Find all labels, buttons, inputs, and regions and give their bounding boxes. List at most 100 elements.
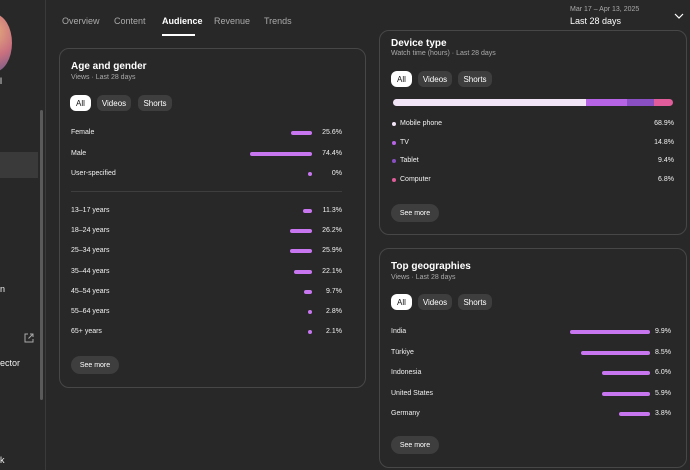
chip-all[interactable]: All <box>391 71 412 87</box>
geography-label: Indonesia <box>391 369 422 376</box>
legend-dot <box>392 159 396 163</box>
row-label: Male <box>71 149 87 157</box>
legend-dot <box>392 122 396 126</box>
row-bar <box>303 289 312 294</box>
chip-shorts[interactable]: Shorts <box>138 95 172 111</box>
date-range-text: Mar 17 – Apr 13, 2025 <box>570 6 640 13</box>
chip-all[interactable]: All <box>70 95 91 111</box>
device-label: Computer <box>400 175 431 183</box>
geography-label: Türkiye <box>391 348 414 356</box>
device-type-card <box>379 30 687 235</box>
device-share-bar <box>393 99 673 106</box>
row-bar <box>290 229 312 234</box>
geography-bar <box>601 371 650 375</box>
device-label: Mobile phone <box>400 120 443 127</box>
sidebar-item-label: k <box>0 455 5 465</box>
row-label: User-specified <box>71 170 116 177</box>
device-value: 14.8% <box>654 138 674 146</box>
geography-value: 9.9% <box>655 328 671 335</box>
chip-shorts[interactable]: Shorts <box>458 71 492 87</box>
row-value: 25.6% <box>322 129 342 136</box>
device-value: 9.4% <box>658 157 674 164</box>
row-label: Female <box>71 129 95 136</box>
chip-videos[interactable]: Videos <box>97 95 131 111</box>
row-label: 45–54 years <box>71 287 110 295</box>
device-value: 6.8% <box>658 175 674 183</box>
geography-bar <box>581 350 650 355</box>
chip-shorts[interactable]: Shorts <box>458 294 492 310</box>
row-label: 35–44 years <box>71 267 110 275</box>
row-bar <box>250 151 312 156</box>
chip-videos[interactable]: Videos <box>418 71 452 87</box>
sidebar-item-label: n <box>0 284 6 294</box>
tab-active-indicator <box>162 34 195 36</box>
geography-value: 5.9% <box>655 389 671 397</box>
device-bar-segment <box>627 99 654 106</box>
chip-videos[interactable]: Videos <box>418 294 452 310</box>
tab-revenue[interactable]: Revenue <box>214 16 251 26</box>
device-label: TV <box>400 138 409 146</box>
row-value: 25.9% <box>322 247 342 255</box>
row-bar <box>302 209 312 213</box>
row-value: 22.1% <box>322 267 342 275</box>
device-bar-segment <box>653 99 673 106</box>
row-bar <box>308 172 312 176</box>
see-more-button[interactable]: See more <box>391 436 439 454</box>
geography-bar <box>619 412 650 416</box>
row-label: 65+ years <box>71 328 102 336</box>
geography-label: Germany <box>391 410 420 417</box>
row-bar <box>293 269 312 274</box>
external-link-icon[interactable] <box>24 333 34 343</box>
row-value: 2.1% <box>326 328 342 336</box>
see-more-button[interactable]: See more <box>391 204 439 222</box>
row-value: 74.4% <box>322 149 342 157</box>
device-bar-segment <box>393 99 586 106</box>
tab-overview[interactable]: Overview <box>62 16 100 26</box>
row-value: 2.8% <box>326 308 342 315</box>
row-bar <box>290 249 312 254</box>
tab-trends[interactable]: Trends <box>264 16 292 26</box>
row-label: 25–34 years <box>71 247 110 255</box>
chevron-down-icon[interactable] <box>674 12 684 20</box>
card-title: Age and gender <box>71 61 147 72</box>
sidebar-item-label: l <box>0 76 2 86</box>
card-title: Top geographies <box>391 261 471 272</box>
chip-all[interactable]: All <box>391 294 412 310</box>
top-geographies-card <box>379 248 687 468</box>
row-label: 13–17 years <box>71 207 110 214</box>
row-label: 18–24 years <box>71 227 110 235</box>
date-range-label: Last 28 days <box>570 16 622 26</box>
sidebar: l n ector k <box>0 0 46 470</box>
row-value: 9.7% <box>326 287 342 295</box>
geography-value: 8.5% <box>655 348 671 356</box>
row-bar <box>308 310 312 314</box>
row-value: 26.2% <box>322 227 342 235</box>
row-value: 0% <box>331 170 342 177</box>
channel-avatar[interactable] <box>0 14 12 72</box>
geography-label: India <box>391 328 407 335</box>
device-bar-segment <box>585 99 628 106</box>
geography-bar <box>602 391 650 396</box>
device-value: 68.9% <box>654 120 674 127</box>
row-bar <box>308 330 312 335</box>
card-title: Device type <box>391 38 447 49</box>
geography-value: 3.8% <box>655 410 671 417</box>
row-label: 55–64 years <box>71 308 110 315</box>
geography-label: United States <box>391 389 434 397</box>
sidebar-scrollbar[interactable] <box>40 110 43 400</box>
row-bar <box>290 131 312 135</box>
legend-dot <box>392 177 396 182</box>
tab-audience[interactable]: Audience <box>162 16 203 26</box>
geography-bar <box>570 330 650 334</box>
legend-dot <box>392 140 396 145</box>
tab-content[interactable]: Content <box>114 16 146 26</box>
see-more-button[interactable]: See more <box>71 356 119 374</box>
card-subtitle: Watch time (hours) · Last 28 days <box>391 50 496 57</box>
sidebar-item-label: ector <box>0 358 21 368</box>
device-label: Tablet <box>400 157 419 164</box>
divider <box>71 191 342 192</box>
card-subtitle: Views · Last 28 days <box>391 274 456 281</box>
card-subtitle: Views · Last 28 days <box>71 74 136 81</box>
sidebar-item-active[interactable] <box>0 152 38 178</box>
row-value: 11.3% <box>322 207 342 214</box>
